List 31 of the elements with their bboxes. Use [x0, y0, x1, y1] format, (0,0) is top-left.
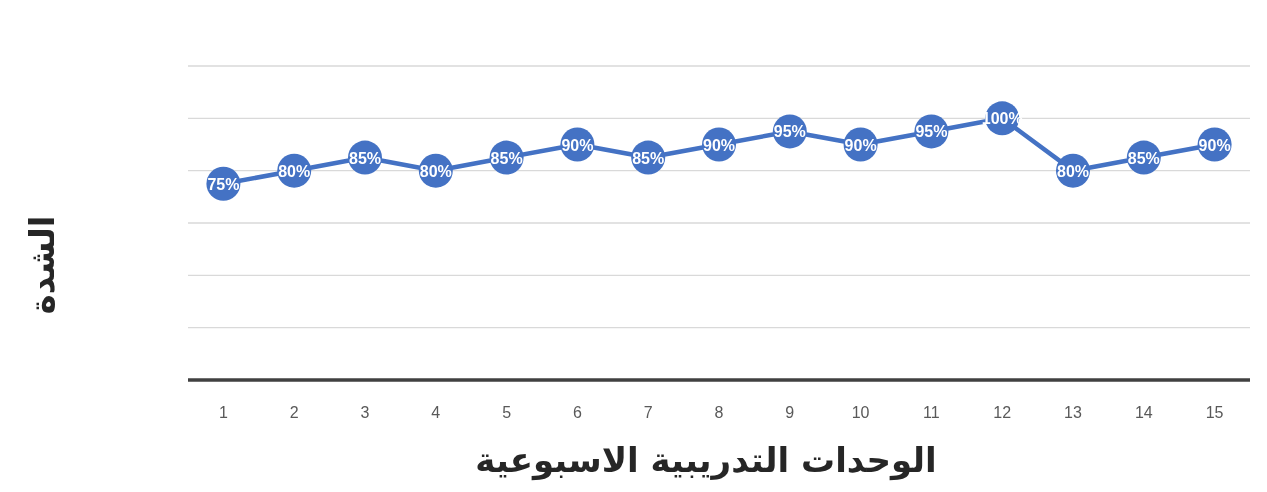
y-axis-title: الشدة: [22, 215, 62, 315]
x-tick-label: 3: [360, 404, 370, 421]
value-label: 95%: [915, 123, 948, 141]
x-tick-label: 5: [502, 404, 512, 421]
value-label: 80%: [1057, 162, 1089, 180]
x-tick-label: 10: [851, 404, 870, 421]
value-label: 85%: [632, 149, 665, 167]
value-label: 80%: [419, 162, 452, 180]
value-label: 90%: [703, 136, 735, 154]
value-label: 90%: [844, 136, 877, 154]
x-tick-label: 11: [923, 404, 940, 421]
value-label: 85%: [490, 149, 523, 167]
x-tick-label: 6: [572, 404, 582, 421]
x-tick-label: 12: [993, 404, 1012, 421]
x-tick-label: 7: [643, 404, 653, 421]
x-tick-label: 2: [289, 404, 299, 421]
x-axis-title: الوحدات التدريبية الاسبوعية: [475, 440, 937, 481]
x-tick-label: 4: [431, 404, 441, 421]
x-tick-label: 8: [714, 404, 724, 421]
value-label: 85%: [1127, 149, 1160, 167]
value-label: 75%: [207, 175, 240, 193]
x-tick-label: 1: [218, 404, 228, 421]
value-label: 90%: [1198, 136, 1231, 154]
value-label: 85%: [349, 149, 381, 167]
value-label: 80%: [278, 162, 311, 180]
x-tick-label: 9: [785, 404, 795, 421]
x-tick-label: 15: [1205, 404, 1224, 421]
value-label: 90%: [561, 136, 594, 154]
x-tick-label: 13: [1064, 404, 1082, 421]
x-tick-label: 14: [1134, 404, 1153, 421]
value-label: 95%: [773, 123, 806, 141]
